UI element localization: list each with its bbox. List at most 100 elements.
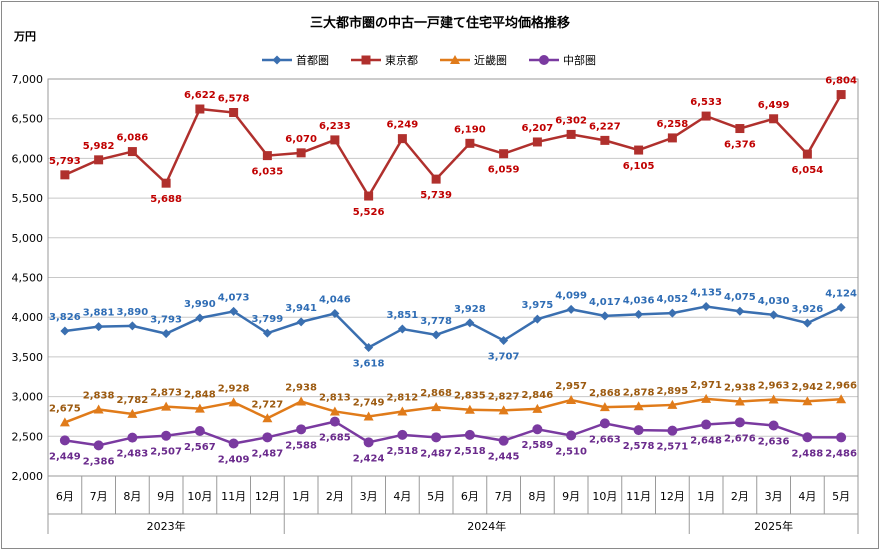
data-point bbox=[599, 418, 610, 429]
data-point bbox=[532, 403, 543, 413]
data-label: 2,873 bbox=[150, 388, 182, 399]
data-label: 2,749 bbox=[353, 398, 385, 409]
data-point bbox=[363, 411, 374, 421]
data-label: 3,990 bbox=[184, 299, 216, 310]
data-point bbox=[363, 437, 374, 448]
data-point bbox=[93, 440, 104, 451]
data-point bbox=[566, 430, 577, 441]
data-label: 2,895 bbox=[657, 386, 689, 397]
data-point bbox=[93, 404, 104, 414]
x-tick-label: 2月 bbox=[326, 490, 344, 503]
data-point bbox=[262, 151, 272, 161]
data-point bbox=[364, 191, 374, 201]
y-tick-label: 5,000 bbox=[12, 232, 44, 245]
y-tick-label: 6,500 bbox=[12, 113, 44, 126]
data-label: 2,487 bbox=[420, 448, 452, 459]
x-tick-label: 2月 bbox=[731, 490, 749, 503]
year-label: 2025年 bbox=[754, 519, 793, 533]
data-label: 2,971 bbox=[690, 380, 722, 391]
data-point bbox=[397, 324, 407, 334]
data-point bbox=[329, 406, 340, 416]
data-label: 2,827 bbox=[488, 391, 520, 402]
year-label: 2024年 bbox=[467, 519, 506, 533]
data-point bbox=[634, 309, 644, 319]
x-tick-label: 9月 bbox=[562, 490, 580, 503]
data-label: 2,589 bbox=[522, 440, 554, 451]
data-label: 3,851 bbox=[387, 310, 419, 321]
data-point bbox=[59, 417, 70, 427]
x-tick-label: 12月 bbox=[660, 490, 685, 503]
data-point bbox=[228, 438, 239, 449]
data-point bbox=[532, 137, 542, 147]
x-tick-label: 11月 bbox=[626, 490, 651, 503]
data-point bbox=[634, 145, 644, 155]
legend-item: 首都圏 bbox=[262, 53, 329, 67]
x-tick-label: 5月 bbox=[427, 490, 445, 503]
data-point bbox=[431, 402, 442, 412]
legend-label: 東京都 bbox=[385, 53, 418, 67]
data-label: 2,571 bbox=[657, 442, 689, 453]
y-axis: 2,000 2,500 3,000 3,500 4,000 4,500 5,000 5,500… bbox=[12, 73, 44, 483]
data-point bbox=[94, 155, 104, 165]
data-point bbox=[701, 301, 711, 311]
data-point bbox=[464, 429, 475, 440]
data-label: 6,249 bbox=[387, 120, 419, 131]
data-point bbox=[768, 394, 779, 404]
data-label: 2,942 bbox=[792, 382, 824, 393]
data-point bbox=[229, 306, 239, 316]
series-1: 3,826 3,881 3,8903,7933,9904,0733,7993,941… bbox=[49, 287, 857, 369]
legend-marker bbox=[361, 55, 371, 65]
x-tick-label: 1月 bbox=[292, 490, 310, 503]
data-label: 2,813 bbox=[319, 392, 351, 403]
data-point bbox=[802, 318, 812, 328]
data-label: 2,675 bbox=[49, 403, 81, 414]
data-point bbox=[194, 425, 205, 436]
y-tick-label: 3,500 bbox=[12, 351, 44, 364]
x-tick-label: 1月 bbox=[697, 490, 715, 503]
x-tick-label: 3月 bbox=[360, 490, 378, 503]
data-point bbox=[127, 147, 137, 157]
data-point bbox=[667, 399, 678, 409]
data-point bbox=[735, 124, 745, 134]
data-label: 2,928 bbox=[218, 383, 250, 394]
data-label: 2,636 bbox=[758, 437, 790, 448]
data-point bbox=[836, 394, 847, 404]
x-axis: 6月 7月 8月 9月 10月 11月 12月 1月 2月 3月 4月 5月 6月 7月 8月 9月 10月 11… bbox=[47, 476, 859, 534]
data-point bbox=[127, 408, 138, 418]
x-tick-label: 10月 bbox=[592, 490, 617, 503]
data-point bbox=[431, 174, 441, 184]
y-tick-label: 4,500 bbox=[12, 272, 44, 285]
data-point bbox=[667, 133, 677, 143]
x-tick-label: 12月 bbox=[255, 490, 280, 503]
data-point bbox=[296, 424, 307, 435]
x-tick-label: 9月 bbox=[157, 490, 175, 503]
data-label: 4,073 bbox=[218, 292, 250, 303]
y-tick-label: 5,500 bbox=[12, 192, 44, 205]
legend-label: 近畿圏 bbox=[474, 53, 507, 67]
data-label: 4,052 bbox=[657, 294, 689, 305]
data-point bbox=[802, 149, 812, 159]
data-label: 6,227 bbox=[589, 121, 621, 132]
data-point bbox=[836, 302, 846, 312]
data-point bbox=[734, 396, 745, 406]
series-line bbox=[64, 93, 843, 199]
data-label: 6,035 bbox=[252, 167, 284, 178]
data-label: 2,424 bbox=[353, 453, 385, 464]
legend-item: 東京都 bbox=[351, 53, 418, 67]
data-point bbox=[127, 432, 138, 443]
data-point bbox=[60, 326, 70, 336]
data-point bbox=[296, 317, 306, 327]
data-label: 2,838 bbox=[83, 390, 115, 401]
x-tick-label: 10月 bbox=[187, 490, 212, 503]
data-label: 2,449 bbox=[49, 451, 81, 462]
y-tick-label: 2,500 bbox=[12, 430, 44, 443]
x-tick-label: 5月 bbox=[832, 490, 850, 503]
data-label: 4,075 bbox=[724, 292, 756, 303]
data-label: 2,676 bbox=[724, 433, 756, 444]
data-label: 2,578 bbox=[623, 441, 655, 452]
data-label: 2,878 bbox=[623, 387, 655, 398]
legend-marker bbox=[272, 55, 282, 65]
data-label: 2,812 bbox=[387, 393, 419, 404]
x-tick-label: 6月 bbox=[56, 490, 74, 503]
